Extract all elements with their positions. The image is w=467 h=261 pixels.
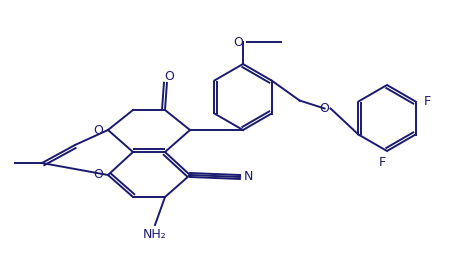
Text: O: O — [233, 35, 243, 49]
Text: O: O — [164, 69, 174, 82]
Text: N: N — [243, 170, 253, 183]
Text: O: O — [93, 169, 103, 181]
Text: O: O — [319, 102, 330, 115]
Text: F: F — [424, 95, 431, 108]
Text: O: O — [93, 123, 103, 137]
Text: F: F — [378, 157, 386, 169]
Text: NH₂: NH₂ — [143, 228, 167, 241]
